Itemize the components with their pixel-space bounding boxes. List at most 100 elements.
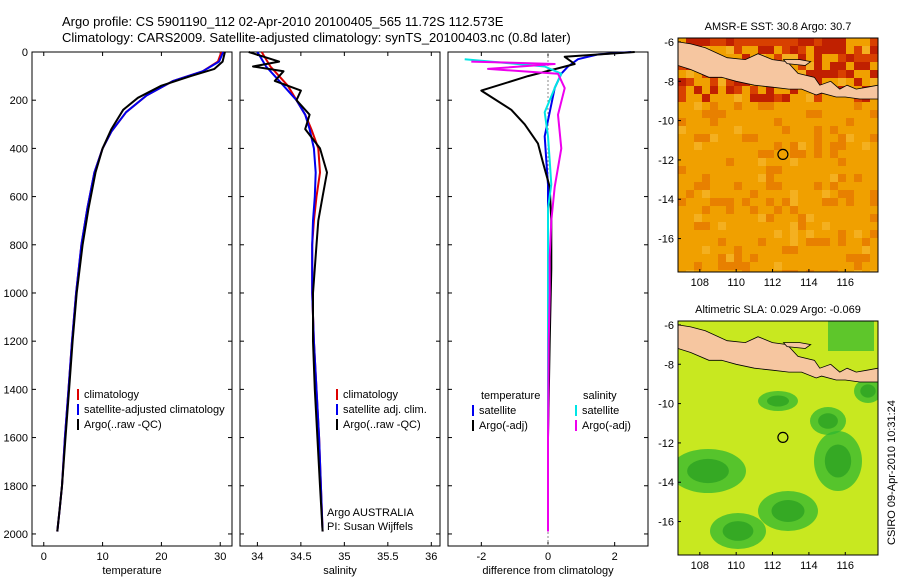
map-cell xyxy=(790,142,798,150)
map-cell xyxy=(790,38,798,46)
map-cell xyxy=(750,38,758,46)
map-cell xyxy=(718,110,726,118)
map-cell xyxy=(678,198,686,206)
map-cell xyxy=(766,214,774,222)
panel-sst_map: AMSR-E SST: 30.8 Argo: 30.7 108 110 112 114 1… xyxy=(658,21,879,289)
y-tick-label: 1400 xyxy=(4,384,28,396)
map-cell xyxy=(798,150,806,158)
legend-label: Argo(-adj) xyxy=(479,420,528,432)
map-cell xyxy=(854,62,862,70)
y-tick-label: 400 xyxy=(10,143,28,155)
map-cell xyxy=(710,198,718,206)
map-cell xyxy=(830,270,838,272)
y-tick-label: -14 xyxy=(658,194,674,206)
annotation-text: Argo AUSTRALIA xyxy=(327,507,414,519)
legend-label: Argo(-adj) xyxy=(582,420,631,432)
map-cell xyxy=(758,238,766,246)
map-cell xyxy=(766,86,774,94)
map-cell xyxy=(846,54,854,62)
map-cell xyxy=(870,46,878,54)
map-cell xyxy=(814,150,822,158)
map-cell xyxy=(862,238,870,246)
legend-label: climatology xyxy=(343,389,399,401)
map-cell xyxy=(774,118,782,126)
map-cell xyxy=(846,198,854,206)
x-tick-label: 34.5 xyxy=(290,551,311,563)
map-cell xyxy=(750,134,758,142)
map-cell xyxy=(814,62,822,70)
y-tick-label: -10 xyxy=(658,399,674,411)
map-cell xyxy=(838,46,846,54)
map-cell xyxy=(814,142,822,150)
x-tick-label: 0 xyxy=(41,551,47,563)
map-cell xyxy=(854,174,862,182)
series-line-2 xyxy=(56,51,226,532)
map-cell xyxy=(694,86,702,94)
map-cell xyxy=(862,142,870,150)
map-cell xyxy=(694,262,702,270)
map-cell xyxy=(806,110,814,118)
map-cell xyxy=(782,198,790,206)
map-cell xyxy=(782,270,790,272)
x-tick-label: 108 xyxy=(691,277,709,289)
map-cell xyxy=(838,190,846,198)
map-cell xyxy=(798,54,806,62)
map-cell xyxy=(790,86,798,94)
legend-label: satellite-adjusted climatology xyxy=(84,404,225,416)
map-cell xyxy=(798,142,806,150)
map-cell xyxy=(830,126,838,134)
map-cell xyxy=(838,54,846,62)
map-cell xyxy=(862,62,870,70)
map-cell xyxy=(790,238,798,246)
map-cell xyxy=(870,190,878,198)
land-mass xyxy=(678,41,878,100)
map-cell xyxy=(790,46,798,54)
map-cell xyxy=(830,70,838,78)
x-tick-label: 20 xyxy=(155,551,167,563)
map-cell xyxy=(798,214,806,222)
map-cell xyxy=(806,70,814,78)
map-cell xyxy=(790,230,798,238)
map-cell xyxy=(822,222,830,230)
land-mass xyxy=(782,342,812,349)
x-tick-label: 110 xyxy=(727,277,745,289)
map-cell xyxy=(686,38,694,46)
map-cell xyxy=(686,270,694,272)
map-cell xyxy=(734,102,742,110)
map-cell xyxy=(702,174,710,182)
map-cell xyxy=(790,54,798,62)
map-cell xyxy=(726,38,734,46)
map-cell xyxy=(806,38,814,46)
map-cell xyxy=(862,254,870,262)
map-cell xyxy=(822,38,830,46)
x-tick-label: 10 xyxy=(96,551,108,563)
map-cell xyxy=(702,110,710,118)
map-cell xyxy=(782,126,790,134)
map-cell xyxy=(710,134,718,142)
map-cell xyxy=(838,174,846,182)
map-cell xyxy=(782,46,790,54)
map-cell xyxy=(830,182,838,190)
map-cell xyxy=(694,134,702,142)
map-cell xyxy=(830,38,838,46)
map-cell xyxy=(694,222,702,230)
map-cell xyxy=(734,46,742,54)
map-cell xyxy=(790,158,798,166)
map-cell xyxy=(718,254,726,262)
map-cell xyxy=(766,174,774,182)
map-title: AMSR-E SST: 30.8 Argo: 30.7 xyxy=(705,21,852,33)
map-cell xyxy=(694,214,702,222)
map-cell xyxy=(710,102,718,110)
map-cell xyxy=(790,222,798,230)
map-cell xyxy=(710,86,718,94)
map-field xyxy=(678,38,878,272)
map-cell xyxy=(806,230,814,238)
x-tick-label: 34 xyxy=(251,551,263,563)
y-tick-label: 1200 xyxy=(4,336,28,348)
map-cell xyxy=(862,246,870,254)
map-cell xyxy=(726,206,734,214)
annotation-text: PI: Susan Wijffels xyxy=(327,521,413,533)
series-line-2 xyxy=(248,51,328,532)
map-cell xyxy=(814,110,822,118)
